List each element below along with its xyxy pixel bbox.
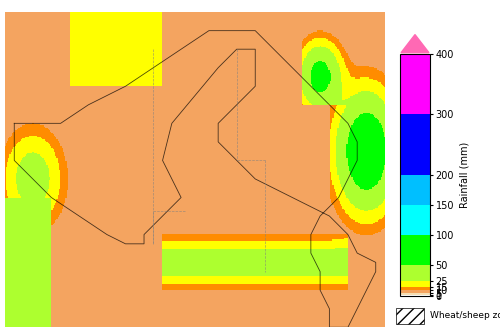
FancyBboxPatch shape	[396, 308, 424, 324]
Text: Wheat/sheep zone: Wheat/sheep zone	[430, 311, 500, 320]
Y-axis label: Rainfall (mm): Rainfall (mm)	[460, 141, 469, 208]
Polygon shape	[401, 35, 429, 53]
